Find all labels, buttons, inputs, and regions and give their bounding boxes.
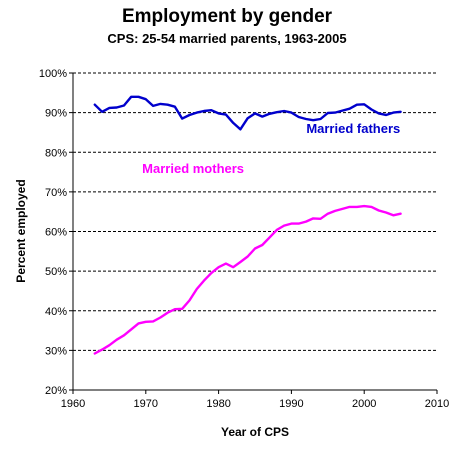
y-tick-label: 100%	[39, 68, 67, 80]
series-line-mothers	[93, 204, 402, 355]
series-line-fathers	[93, 95, 402, 131]
x-tick-label: 2010	[425, 398, 449, 410]
x-axis-title: Year of CPS	[221, 425, 289, 439]
y-tick-label: 40%	[45, 306, 67, 318]
x-tick-label: 1980	[206, 398, 230, 410]
series-label-mothers: Married mothers	[142, 161, 244, 176]
x-tick-label: 1960	[61, 398, 85, 410]
y-tick-label: 30%	[45, 345, 67, 357]
y-tick-label: 90%	[45, 108, 67, 120]
gridlines	[73, 72, 437, 351]
y-tick-label: 50%	[45, 266, 67, 278]
axis-ticks: 20% 30% 40% 50% 60% 70% 80% 90% 100% 1960 1970 1980…	[39, 68, 449, 410]
x-tick-label: 2000	[352, 398, 376, 410]
chart-title: Employment by gender	[121, 6, 333, 27]
series-lines	[93, 95, 402, 355]
chart-subtitle: CPS: 25-54 married parents, 1963-2005	[107, 31, 347, 46]
y-tick-label: 20%	[45, 385, 67, 397]
series-annotations: Married fathers Married mothers	[142, 121, 400, 176]
y-tick-label: 60%	[45, 227, 67, 239]
series-label-fathers: Married fathers	[306, 121, 400, 136]
x-tick-label: 1990	[279, 398, 303, 410]
x-tick-label: 1970	[134, 398, 158, 410]
y-axis-title: Percent employed	[14, 179, 28, 282]
y-tick-label: 80%	[45, 147, 67, 159]
y-tick-label: 70%	[45, 187, 67, 199]
